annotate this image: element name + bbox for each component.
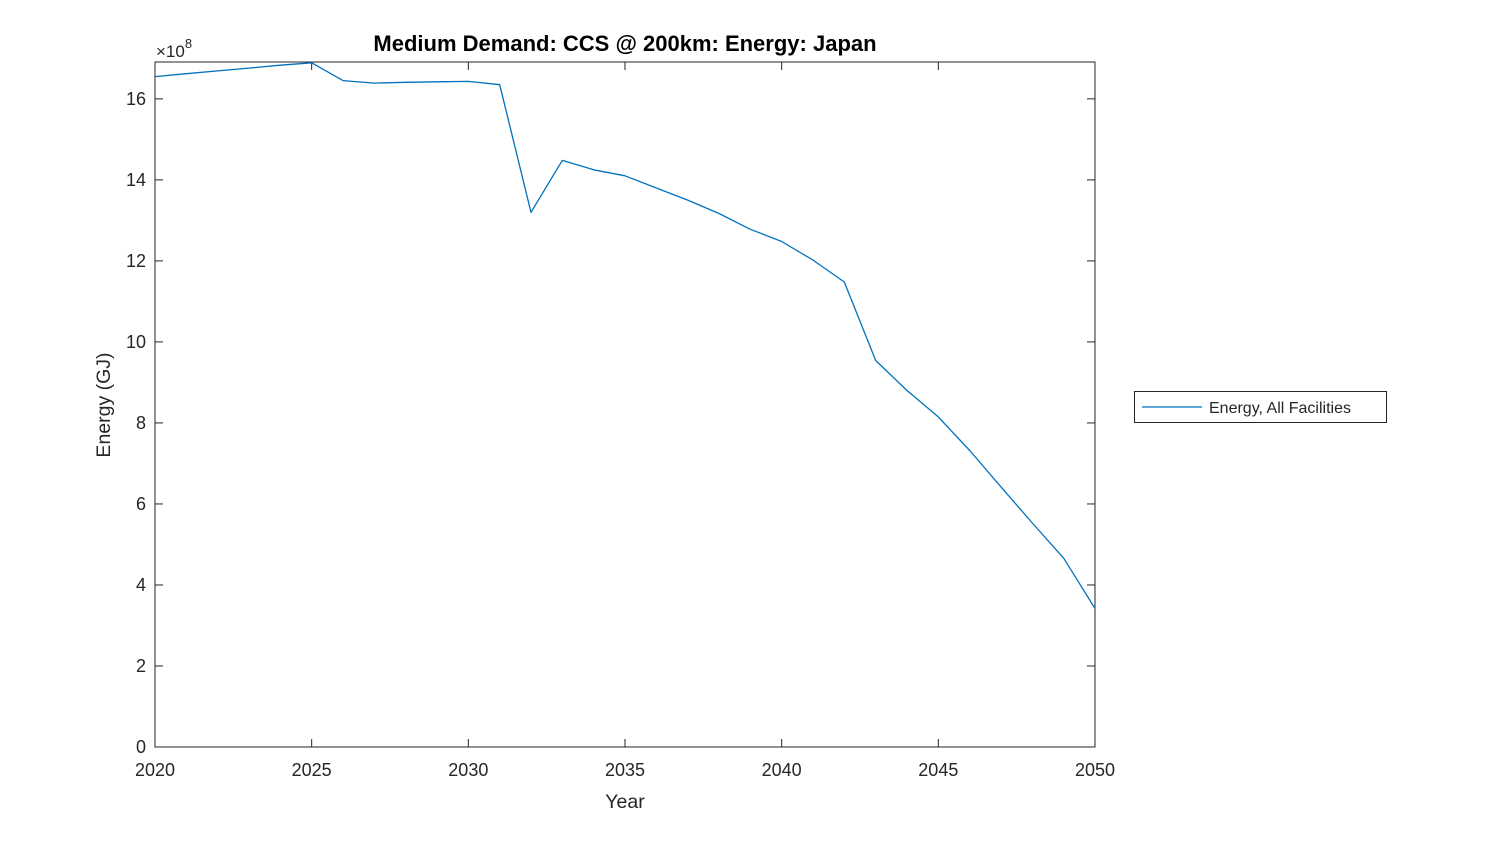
x-axis-label: Year bbox=[605, 791, 645, 813]
y-tick-label: 10 bbox=[126, 332, 146, 352]
y-tick-label: 4 bbox=[136, 575, 146, 595]
y-tick-label: 2 bbox=[136, 656, 146, 676]
y-tick-label: 14 bbox=[126, 170, 146, 190]
legend-label: Energy, All Facilities bbox=[1209, 400, 1351, 417]
y-tick-label: 8 bbox=[136, 413, 146, 433]
x-axis-ticks: 2020 2025 2030 2035 2040 2045 2050 bbox=[135, 62, 1115, 780]
x-tick-label: 2025 bbox=[292, 760, 332, 780]
y-tick-label: 0 bbox=[136, 737, 146, 757]
y-axis-label: Energy (GJ) bbox=[93, 352, 115, 457]
energy-series-line bbox=[154, 62, 1096, 609]
plot-area bbox=[154, 61, 1096, 748]
legend: Energy, All Facilities bbox=[1134, 391, 1387, 423]
chart-title: Medium Demand: CCS @ 200km: Energy: Japa… bbox=[373, 31, 876, 56]
x-tick-label: 2035 bbox=[605, 760, 645, 780]
x-tick-label: 2050 bbox=[1075, 760, 1115, 780]
x-tick-label: 2020 bbox=[135, 760, 175, 780]
y-axis-exponent-label: ×108 bbox=[156, 36, 192, 61]
x-tick-label: 2040 bbox=[762, 760, 802, 780]
x-tick-label: 2045 bbox=[918, 760, 958, 780]
x-tick-label: 2030 bbox=[448, 760, 488, 780]
y-tick-label: 12 bbox=[126, 251, 146, 271]
y-tick-label: 6 bbox=[136, 494, 146, 514]
y-axis-ticks: 0 2 4 6 8 10 12 14 16 bbox=[126, 89, 1095, 757]
y-tick-label: 16 bbox=[126, 89, 146, 109]
